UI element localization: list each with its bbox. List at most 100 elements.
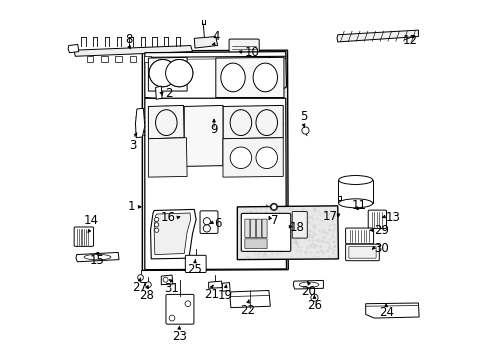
- Circle shape: [165, 59, 192, 87]
- FancyBboxPatch shape: [185, 255, 206, 273]
- Text: 19: 19: [218, 289, 232, 302]
- Circle shape: [165, 59, 192, 87]
- Text: 13: 13: [386, 211, 400, 224]
- Polygon shape: [194, 37, 217, 48]
- Polygon shape: [148, 138, 187, 177]
- FancyBboxPatch shape: [367, 210, 386, 228]
- FancyBboxPatch shape: [250, 219, 255, 238]
- Text: 24: 24: [378, 306, 393, 319]
- Text: 5: 5: [299, 110, 307, 123]
- Ellipse shape: [253, 63, 277, 92]
- Circle shape: [154, 223, 159, 227]
- Ellipse shape: [84, 255, 111, 260]
- Text: 28: 28: [139, 289, 154, 302]
- Polygon shape: [293, 280, 323, 289]
- Polygon shape: [144, 51, 286, 105]
- FancyBboxPatch shape: [165, 294, 194, 324]
- Polygon shape: [115, 56, 122, 62]
- FancyBboxPatch shape: [345, 228, 373, 244]
- Text: 30: 30: [373, 242, 388, 255]
- Polygon shape: [135, 108, 144, 138]
- Text: 6: 6: [214, 216, 221, 230]
- Polygon shape: [223, 138, 283, 177]
- Text: 22: 22: [240, 304, 255, 317]
- Text: 18: 18: [289, 221, 304, 234]
- Circle shape: [169, 315, 175, 321]
- Circle shape: [310, 294, 317, 301]
- FancyBboxPatch shape: [200, 211, 218, 233]
- Text: 11: 11: [351, 199, 366, 212]
- Polygon shape: [184, 105, 223, 166]
- Text: 3: 3: [129, 139, 137, 152]
- Polygon shape: [148, 105, 184, 139]
- Circle shape: [154, 228, 159, 232]
- FancyBboxPatch shape: [348, 247, 375, 258]
- Polygon shape: [150, 210, 196, 259]
- Bar: [338, 180, 372, 203]
- Polygon shape: [144, 98, 286, 270]
- Circle shape: [270, 203, 277, 211]
- Ellipse shape: [338, 176, 372, 184]
- Text: 15: 15: [90, 253, 105, 266]
- Polygon shape: [101, 56, 107, 62]
- Text: 20: 20: [301, 285, 316, 298]
- Polygon shape: [336, 30, 418, 42]
- Ellipse shape: [299, 282, 318, 287]
- Circle shape: [149, 59, 176, 87]
- Text: 10: 10: [244, 46, 259, 59]
- Polygon shape: [365, 303, 418, 318]
- Text: 29: 29: [373, 224, 388, 238]
- FancyBboxPatch shape: [345, 244, 379, 261]
- Text: 7: 7: [271, 214, 278, 227]
- Polygon shape: [222, 283, 230, 291]
- FancyBboxPatch shape: [244, 239, 266, 248]
- Text: 9: 9: [210, 123, 217, 136]
- Circle shape: [203, 225, 210, 232]
- Circle shape: [163, 277, 168, 282]
- Polygon shape: [215, 57, 284, 98]
- Ellipse shape: [338, 199, 372, 208]
- Text: 23: 23: [171, 330, 186, 343]
- Polygon shape: [237, 206, 338, 260]
- Polygon shape: [230, 291, 270, 308]
- Text: 21: 21: [203, 288, 219, 301]
- Polygon shape: [129, 56, 136, 62]
- FancyBboxPatch shape: [262, 219, 266, 238]
- Text: 31: 31: [164, 282, 179, 295]
- Text: 25: 25: [187, 263, 202, 276]
- Polygon shape: [223, 105, 283, 139]
- Text: 27: 27: [132, 281, 147, 294]
- Polygon shape: [161, 275, 172, 285]
- Circle shape: [145, 282, 151, 288]
- Circle shape: [230, 147, 251, 168]
- Circle shape: [301, 127, 308, 134]
- Circle shape: [270, 204, 276, 210]
- Circle shape: [255, 147, 277, 168]
- Polygon shape: [208, 281, 222, 288]
- Circle shape: [149, 59, 176, 87]
- Text: 1: 1: [127, 201, 135, 213]
- FancyBboxPatch shape: [228, 39, 259, 61]
- Polygon shape: [86, 56, 93, 62]
- Text: 16: 16: [161, 211, 175, 224]
- FancyBboxPatch shape: [74, 227, 93, 246]
- Polygon shape: [74, 45, 192, 56]
- FancyBboxPatch shape: [292, 212, 306, 238]
- Polygon shape: [337, 196, 340, 200]
- FancyBboxPatch shape: [241, 213, 290, 251]
- Text: 8: 8: [125, 32, 132, 45]
- Circle shape: [154, 217, 159, 222]
- Text: 2: 2: [164, 87, 172, 100]
- FancyBboxPatch shape: [256, 219, 261, 238]
- FancyBboxPatch shape: [244, 219, 249, 238]
- Polygon shape: [144, 56, 150, 62]
- Circle shape: [184, 301, 190, 307]
- Text: 17: 17: [322, 210, 337, 223]
- Circle shape: [203, 218, 210, 225]
- Polygon shape: [148, 57, 187, 91]
- Circle shape: [137, 275, 143, 280]
- Text: 12: 12: [402, 34, 416, 48]
- Text: 4: 4: [212, 30, 219, 43]
- Text: 14: 14: [83, 214, 98, 227]
- Text: 26: 26: [306, 299, 321, 312]
